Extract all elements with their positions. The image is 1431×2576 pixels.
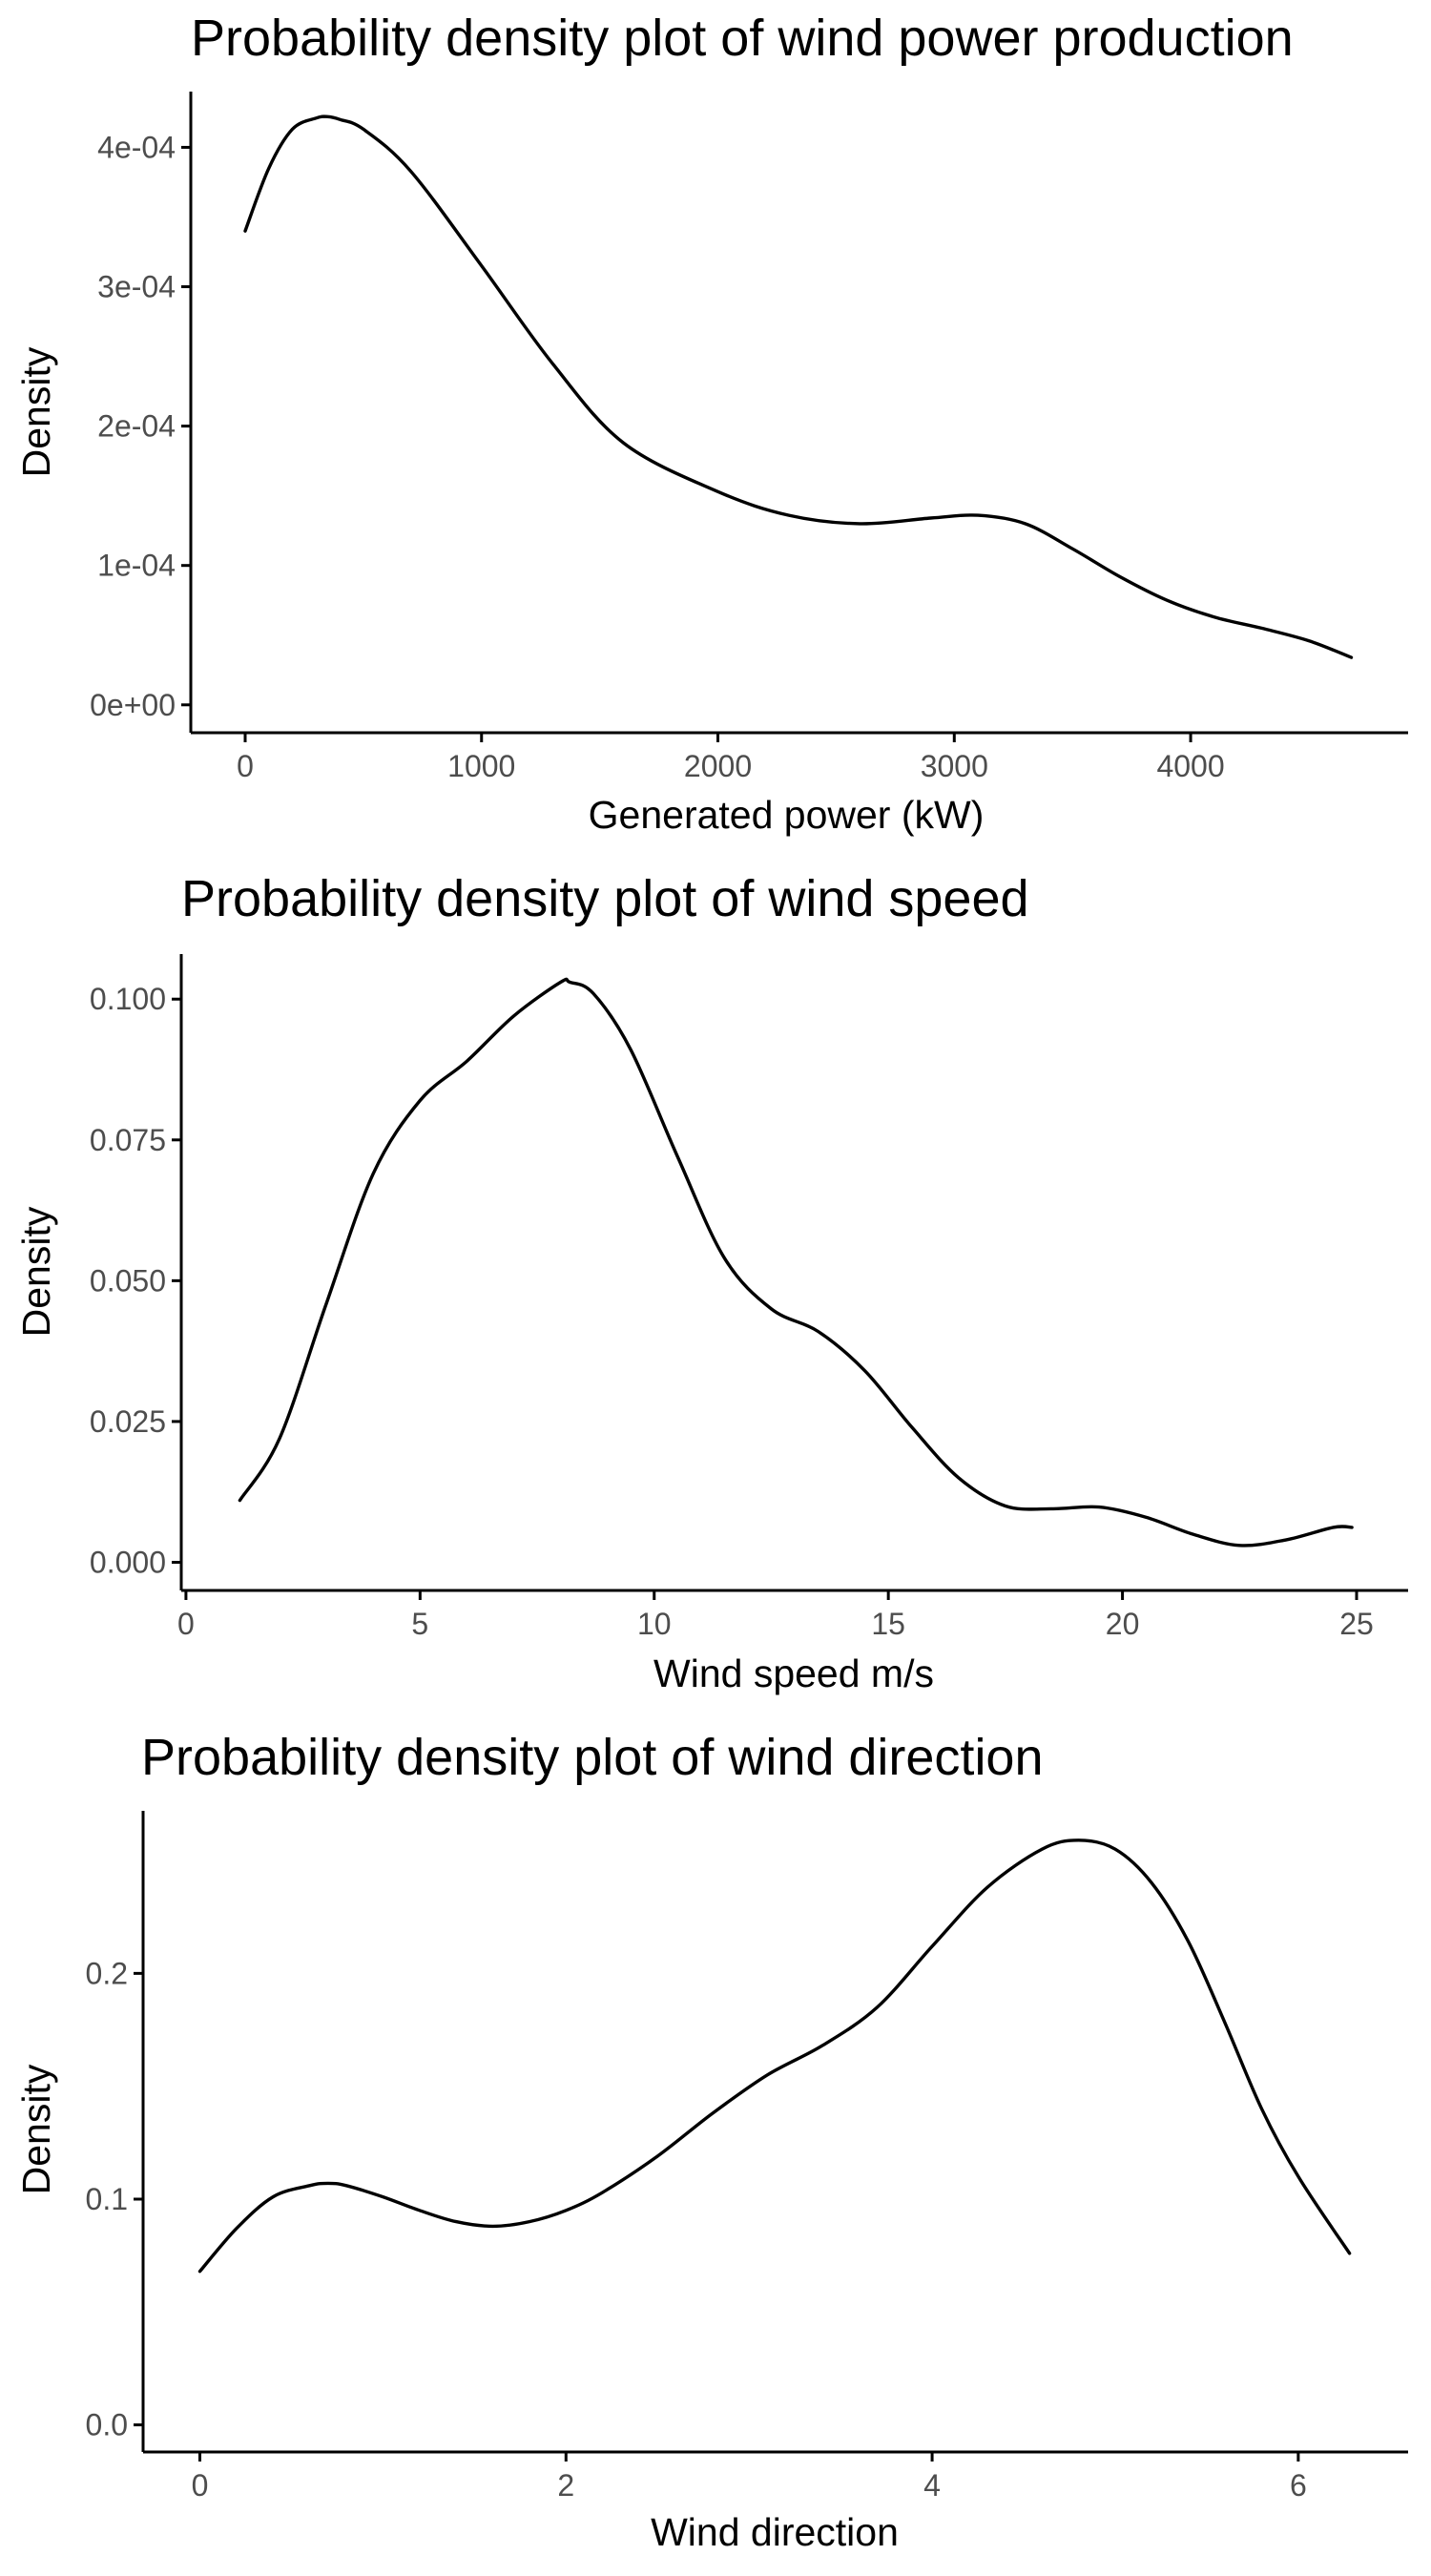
x-tick-label: 2 (557, 2468, 574, 2503)
wind-direction-density-panel: Probability density plot of wind directi… (14, 1729, 1408, 2554)
chart-title: Probability density plot of wind power p… (191, 10, 1294, 67)
x-tick-label: 4 (923, 2468, 941, 2503)
x-tick-label: 6 (1290, 2468, 1307, 2503)
y-tick-label: 0.075 (90, 1123, 166, 1157)
x-tick-label: 1000 (447, 749, 515, 783)
wind-speed-density-panel: Probability density plot of wind speed D… (14, 870, 1408, 1695)
chart-title: Probability density plot of wind directi… (141, 1729, 1044, 1786)
x-tick-label: 0 (237, 749, 254, 783)
y-axis-title: Density (14, 2064, 58, 2194)
wind-power-density-panel: Probability density plot of wind power p… (14, 10, 1408, 837)
y-tick-label: 0.100 (90, 982, 166, 1016)
x-tick-label: 10 (637, 1607, 672, 1641)
y-tick-label: 0.025 (90, 1404, 166, 1439)
y-tick-label: 0.1 (86, 2182, 128, 2216)
x-tick-label: 15 (871, 1607, 905, 1641)
y-tick-label: 3e-04 (97, 270, 176, 304)
y-tick-label: 0e+00 (90, 688, 176, 722)
x-axis-title: Wind speed m/s (653, 1652, 934, 1695)
density-curve (197, 1839, 1352, 2274)
chart-title: Probability density plot of wind speed (181, 870, 1029, 927)
density-curve (238, 977, 1354, 1548)
x-tick-label: 0 (192, 2468, 209, 2503)
y-tick-label: 1e-04 (97, 549, 176, 583)
y-tick-label: 2e-04 (97, 409, 176, 444)
y-tick-label: 0.2 (86, 1956, 128, 1990)
x-tick-label: 3000 (921, 749, 988, 783)
x-tick-label: 20 (1106, 1607, 1140, 1641)
y-tick-label: 0.000 (90, 1545, 166, 1579)
x-axis-title: Wind direction (651, 2510, 899, 2554)
x-tick-label: 2000 (684, 749, 752, 783)
y-axis-title: Density (14, 1206, 58, 1337)
x-axis-title: Generated power (kW) (589, 793, 985, 837)
x-tick-label: 5 (411, 1607, 428, 1641)
x-tick-label: 0 (177, 1607, 195, 1641)
density-curve (243, 114, 1354, 659)
x-tick-label: 25 (1339, 1607, 1374, 1641)
y-tick-label: 0.050 (90, 1263, 166, 1298)
y-axis-title: Density (14, 346, 58, 477)
x-tick-label: 4000 (1156, 749, 1224, 783)
y-tick-label: 4e-04 (97, 130, 176, 164)
y-tick-label: 0.0 (86, 2408, 128, 2442)
